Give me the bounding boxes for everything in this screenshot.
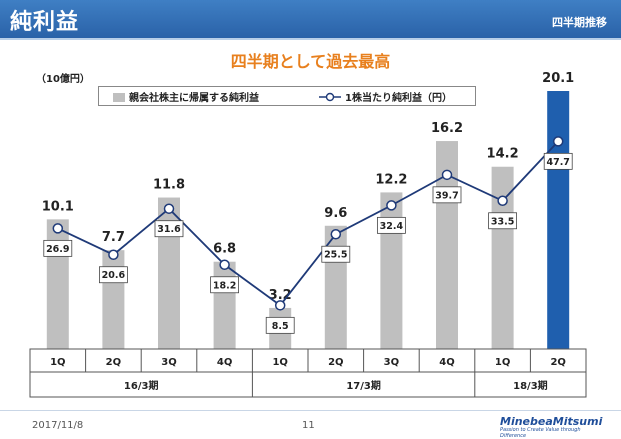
legend-line-label: 1株当たり純利益（円） <box>345 93 452 104</box>
logo-tagline: Passion to Create Value through Differen… <box>500 427 581 439</box>
eps-value-label-0: 26.9 <box>46 244 69 255</box>
bar-2 <box>158 197 180 349</box>
group-label-1: 17/3期 <box>346 379 381 392</box>
eps-label-box-1 <box>99 266 128 284</box>
eps-value-label-5: 25.5 <box>324 250 347 261</box>
eps-label-box-4 <box>265 316 295 334</box>
eps-line <box>57 140 559 307</box>
eps-value-label-3: 18.2 <box>213 280 236 291</box>
legend-bar-label: 親会社株主に帰属する純利益 <box>129 93 259 104</box>
eps-label-box-7 <box>432 186 462 204</box>
category-label-6: 3Q <box>384 357 399 368</box>
legend-item-bar: 親会社株主に帰属する純利益 <box>113 89 259 104</box>
group-label-0: 16/3期 <box>124 379 159 392</box>
bar-value-label-7: 16.2 <box>431 121 463 136</box>
section-label: 四半期推移 <box>552 16 607 29</box>
bar-value-label-0: 10.1 <box>42 199 74 214</box>
eps-marker-2 <box>163 203 175 214</box>
eps-label-box-9 <box>543 152 573 170</box>
bar-value-label-5: 9.6 <box>324 206 347 221</box>
title-bar: 純利益 四半期推移 <box>0 0 621 38</box>
category-label-1: 2Q <box>106 357 121 368</box>
bar-value-label-3: 6.8 <box>213 242 236 257</box>
category-label-4: 1Q <box>272 357 287 368</box>
eps-label-box-6 <box>376 216 406 234</box>
footer-divider <box>0 410 621 411</box>
bar-0 <box>46 219 69 349</box>
eps-marker-7 <box>441 169 453 181</box>
category-label-3: 4Q <box>217 357 232 368</box>
category-label-9: 2Q <box>550 357 565 368</box>
eps-label-box-8 <box>488 212 518 230</box>
eps-marker-3 <box>219 259 230 271</box>
footer-date: 2017/11/8 <box>32 420 84 431</box>
bar-3 <box>213 261 236 349</box>
bar-value-label-6: 12.2 <box>375 172 407 187</box>
legend-item-line: 1株当たり純利益（円） <box>319 89 452 104</box>
eps-marker-0 <box>52 223 64 234</box>
category-label-7: 4Q <box>439 357 454 368</box>
eps-marker-8 <box>497 195 508 207</box>
bar-value-label-9: 20.1 <box>542 71 574 86</box>
eps-marker-9 <box>552 136 564 147</box>
eps-label-box-3 <box>210 276 240 294</box>
bar-value-label-1: 7.7 <box>102 230 125 245</box>
eps-marker-4 <box>274 300 286 311</box>
eps-value-label-1: 20.6 <box>102 270 126 281</box>
chart-legend: 親会社株主に帰属する純利益 1株当たり純利益（円） <box>98 86 476 106</box>
bar-6 <box>380 192 403 349</box>
bar-1 <box>102 250 125 349</box>
legend-bar-swatch <box>113 93 125 102</box>
eps-marker-1 <box>108 249 119 260</box>
eps-value-label-6: 32.4 <box>380 221 404 232</box>
eps-value-label-8: 33.5 <box>491 216 514 227</box>
category-label-8: 1Q <box>495 357 510 368</box>
headline: 四半期として過去最高 <box>230 52 391 71</box>
y-axis-unit: （10億円） <box>36 74 90 85</box>
eps-value-label-2: 31.6 <box>157 224 181 235</box>
category-label-2: 3Q <box>161 357 176 368</box>
eps-marker-5 <box>330 228 342 240</box>
bar-8 <box>491 166 514 349</box>
header-divider <box>0 38 621 40</box>
page-number: 11 <box>302 420 315 431</box>
combo-chart: 10.17.711.86.83.29.612.216.214.220.11Q 2Q… <box>29 71 587 398</box>
eps-label-box-0 <box>43 239 73 257</box>
category-label-0: 1Q <box>50 357 65 368</box>
category-label-5: 2Q <box>328 357 343 368</box>
legend-line-marker-icon <box>319 92 341 102</box>
page-title: 純利益 <box>10 10 80 35</box>
company-logo: MinebeaMitsumi Passion to Create Value t… <box>500 415 608 439</box>
bar-9 <box>547 91 570 349</box>
bar-value-label-2: 11.8 <box>153 178 185 193</box>
eps-value-label-7: 39.7 <box>435 190 458 201</box>
eps-label-box-2 <box>154 220 184 238</box>
logo-brand-text: MinebeaMitsumi <box>500 415 603 428</box>
eps-value-label-4: 8.5 <box>272 321 289 332</box>
eps-label-box-5 <box>321 245 351 263</box>
eps-value-label-9: 47.7 <box>546 157 569 168</box>
eps-marker-6 <box>386 200 397 211</box>
group-label-2: 18/3期 <box>513 379 548 392</box>
bar-value-label-8: 14.2 <box>487 147 519 162</box>
